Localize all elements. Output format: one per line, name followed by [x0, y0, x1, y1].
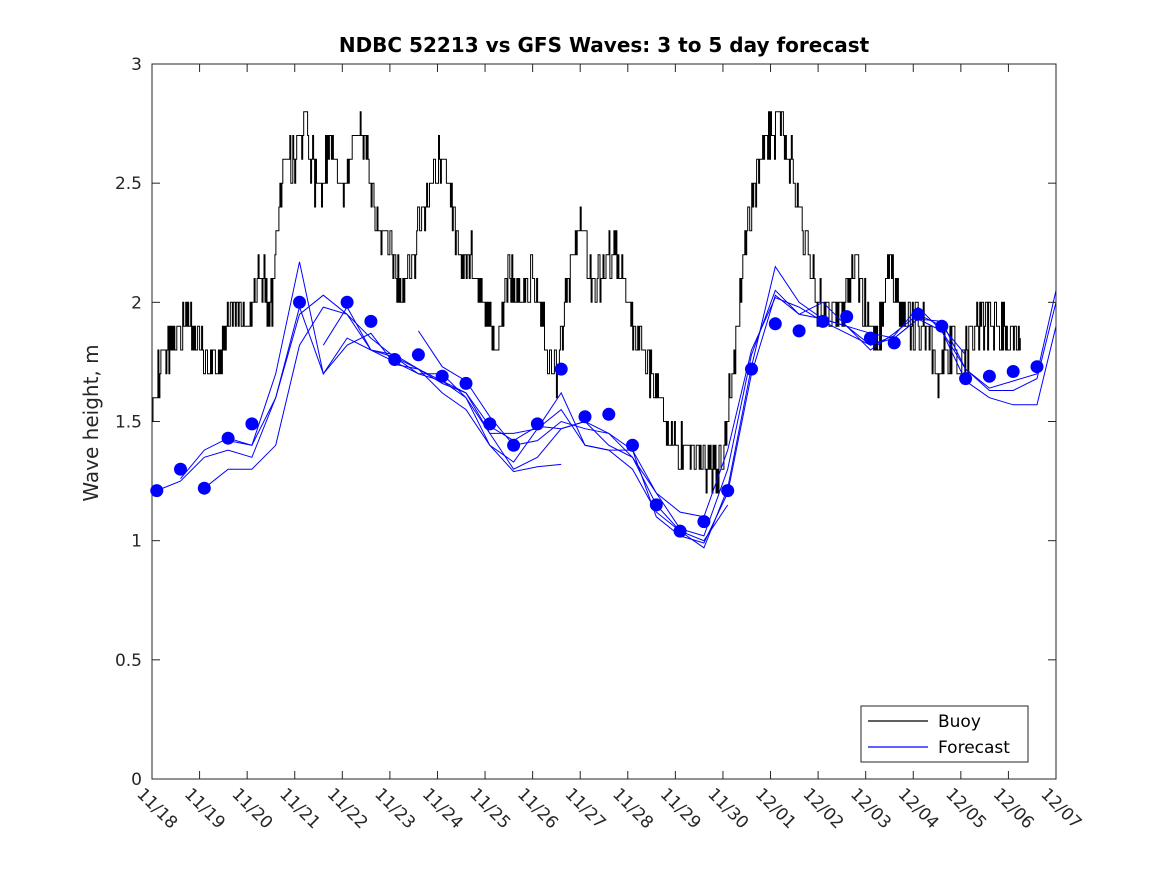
plot-area: 00.511.522.5311/1811/1911/2011/2111/2211…: [115, 55, 1085, 833]
forecast-marker: [816, 314, 830, 328]
forecast-marker: [293, 295, 306, 309]
forecast-marker: [982, 369, 996, 383]
forecast-marker: [221, 431, 235, 445]
forecast-marker: [840, 310, 854, 324]
forecast-marker: [721, 484, 735, 498]
legend-box: [860, 705, 1029, 763]
y-tick-label: 0.5: [115, 651, 142, 671]
forecast-marker: [364, 314, 378, 328]
forecast-marker: [959, 372, 973, 386]
forecast-marker: [578, 410, 592, 424]
forecast-marker: [911, 307, 925, 321]
forecast-marker: [673, 524, 687, 538]
forecast-marker: [435, 369, 449, 383]
buoy-line: [152, 111, 1021, 494]
forecast-marker: [649, 498, 663, 512]
y-tick-label: 1: [131, 532, 142, 552]
forecast-marker: [602, 407, 616, 421]
legend-label-forecast: Forecast: [938, 738, 1010, 758]
y-tick-label: 3: [131, 55, 142, 75]
forecast-run-line-6: [417, 290, 1057, 518]
y-tick-label: 0: [131, 770, 142, 790]
y-tick-label: 1.5: [115, 413, 142, 433]
y-tick-label: 2: [131, 293, 142, 313]
forecast-marker: [245, 417, 259, 431]
forecast-marker: [483, 417, 497, 431]
forecast-marker: [935, 319, 949, 333]
forecast-marker: [459, 376, 473, 390]
axes-box: [151, 63, 1057, 780]
forecast-marker: [792, 324, 806, 338]
y-axis-label: Wave height, m: [79, 344, 103, 501]
forecast-marker: [1006, 365, 1020, 378]
forecast-marker: [626, 438, 639, 452]
forecast-marker: [768, 317, 782, 331]
y-tick-label: 2.5: [115, 174, 142, 194]
forecast-marker: [197, 481, 211, 495]
forecast-marker: [887, 336, 901, 350]
forecast-marker: [745, 362, 758, 376]
forecast-marker: [530, 417, 544, 431]
forecast-marker: [554, 362, 568, 376]
forecast-marker: [388, 353, 402, 366]
forecast-marker: [697, 515, 711, 529]
forecast-marker: [507, 438, 521, 452]
forecast-marker: [150, 484, 164, 498]
legend-label-buoy: Buoy: [938, 712, 981, 732]
forecast-run-line-5: [322, 289, 966, 537]
chart-title: NDBC 52213 vs GFS Waves: 3 to 5 day fore…: [339, 33, 870, 57]
forecast-run-line-1: [156, 305, 562, 492]
legend: Buoy Forecast: [860, 705, 1029, 763]
forecast-marker: [174, 462, 187, 476]
forecast-run-line-2: [180, 294, 729, 542]
forecast-marker: [1030, 360, 1044, 374]
forecast-marker: [411, 348, 425, 362]
forecast-marker: [863, 331, 877, 345]
forecast-marker: [340, 295, 354, 309]
